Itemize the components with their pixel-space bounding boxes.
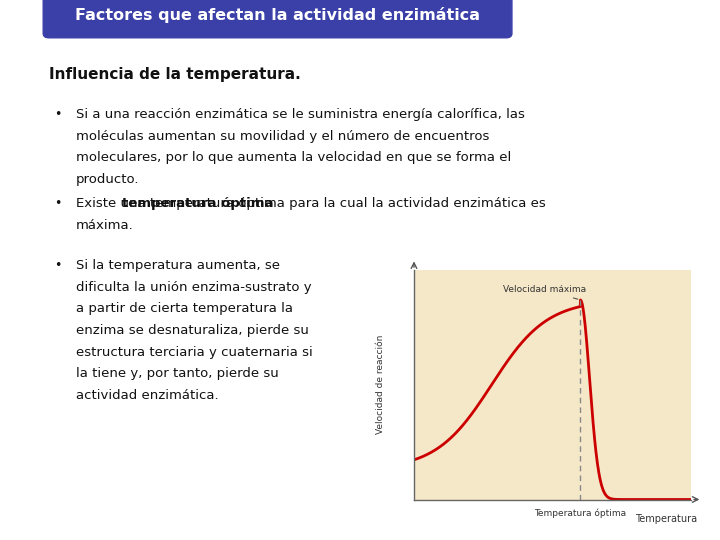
Text: a partir de cierta temperatura la: a partir de cierta temperatura la — [76, 302, 292, 315]
Text: Si la temperatura aumenta, se: Si la temperatura aumenta, se — [76, 259, 279, 272]
Text: producto.: producto. — [76, 173, 139, 186]
FancyBboxPatch shape — [43, 0, 512, 38]
Text: Si a una reacción enzimática se le suministra energía calorífica, las: Si a una reacción enzimática se le sumin… — [76, 108, 524, 121]
Text: actividad enzimática.: actividad enzimática. — [76, 389, 218, 402]
Text: Velocidad máxima: Velocidad máxima — [503, 286, 586, 299]
Text: moléculas aumentan su movilidad y el número de encuentros: moléculas aumentan su movilidad y el núm… — [76, 130, 489, 143]
Text: enzima se desnaturaliza, pierde su: enzima se desnaturaliza, pierde su — [76, 324, 308, 337]
Text: •: • — [54, 259, 61, 272]
Text: Existe una temperatura óptima para la cual la actividad enzimática es: Existe una temperatura óptima para la cu… — [76, 197, 545, 210]
Text: dificulta la unión enzima-sustrato y: dificulta la unión enzima-sustrato y — [76, 281, 311, 294]
Text: temperatura óptima: temperatura óptima — [122, 197, 273, 210]
Text: •: • — [54, 197, 61, 210]
Text: Temperatura óptima: Temperatura óptima — [534, 508, 626, 517]
Text: moleculares, por lo que aumenta la velocidad en que se forma el: moleculares, por lo que aumenta la veloc… — [76, 151, 511, 164]
Text: Influencia de la temperatura.: Influencia de la temperatura. — [49, 68, 301, 83]
Text: Factores que afectan la actividad enzimática: Factores que afectan la actividad enzimá… — [75, 7, 480, 23]
Text: máxima.: máxima. — [76, 219, 133, 232]
Text: Temperatura: Temperatura — [634, 515, 697, 524]
Text: •: • — [54, 108, 61, 121]
Text: estructura terciaria y cuaternaria si: estructura terciaria y cuaternaria si — [76, 346, 312, 359]
Text: Velocidad de reacción: Velocidad de reacción — [377, 335, 385, 435]
Text: la tiene y, por tanto, pierde su: la tiene y, por tanto, pierde su — [76, 367, 279, 380]
